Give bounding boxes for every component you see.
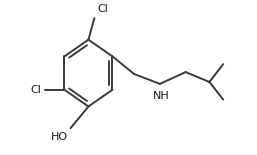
Text: HO: HO — [51, 132, 68, 142]
Text: NH: NH — [152, 91, 169, 101]
Text: Cl: Cl — [31, 85, 42, 95]
Text: Cl: Cl — [97, 4, 108, 14]
